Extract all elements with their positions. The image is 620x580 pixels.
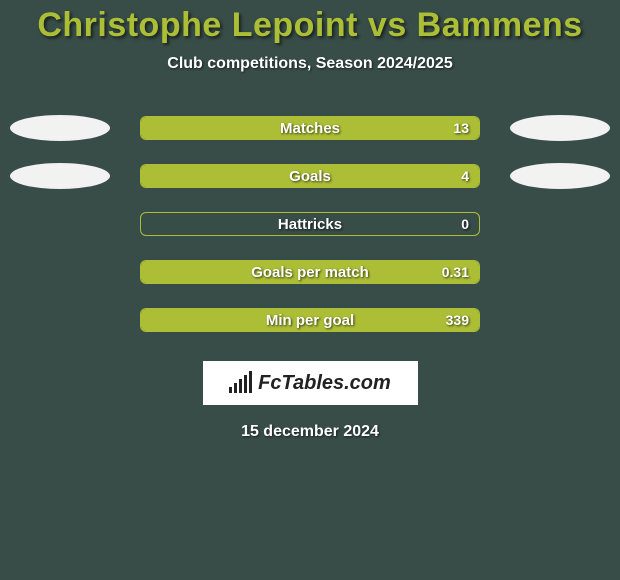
stat-row: Min per goal339 [0,307,620,333]
stat-label: Matches [141,117,479,139]
stat-row: Hattricks0 [0,211,620,237]
bar-chart-icon [229,373,252,393]
stats-rows: Matches13 Goals4 Hattricks0 Goals per match… [0,115,620,333]
player-right-indicator [510,163,610,189]
stat-bar: Matches13 [140,116,480,140]
stat-row: Goals per match0.31 [0,259,620,285]
player-left-indicator [10,163,110,189]
stat-label: Min per goal [141,309,479,331]
player-left-indicator [10,115,110,141]
snapshot-date: 15 december 2024 [0,423,620,441]
stat-label: Goals per match [141,261,479,283]
source-logo[interactable]: FcTables.com [203,361,418,405]
stat-value: 0 [461,213,469,235]
stat-value: 339 [446,309,469,331]
comparison-infographic: Christophe Lepoint vs Bammens Club compe… [0,0,620,441]
stat-bar: Min per goal339 [140,308,480,332]
stat-value: 4 [461,165,469,187]
subtitle: Club competitions, Season 2024/2025 [0,55,620,73]
stat-row: Matches13 [0,115,620,141]
stat-bar: Goals per match0.31 [140,260,480,284]
stat-label: Hattricks [141,213,479,235]
stat-row: Goals4 [0,163,620,189]
spacer [510,307,610,333]
spacer [10,259,110,285]
stat-value: 0.31 [442,261,469,283]
stat-bar: Goals4 [140,164,480,188]
player-right-indicator [510,115,610,141]
spacer [10,307,110,333]
stat-value: 13 [453,117,469,139]
stat-bar: Hattricks0 [140,212,480,236]
spacer [510,259,610,285]
spacer [510,211,610,237]
page-title: Christophe Lepoint vs Bammens [0,6,620,45]
logo-text: FcTables.com [258,372,391,395]
spacer [10,211,110,237]
stat-label: Goals [141,165,479,187]
